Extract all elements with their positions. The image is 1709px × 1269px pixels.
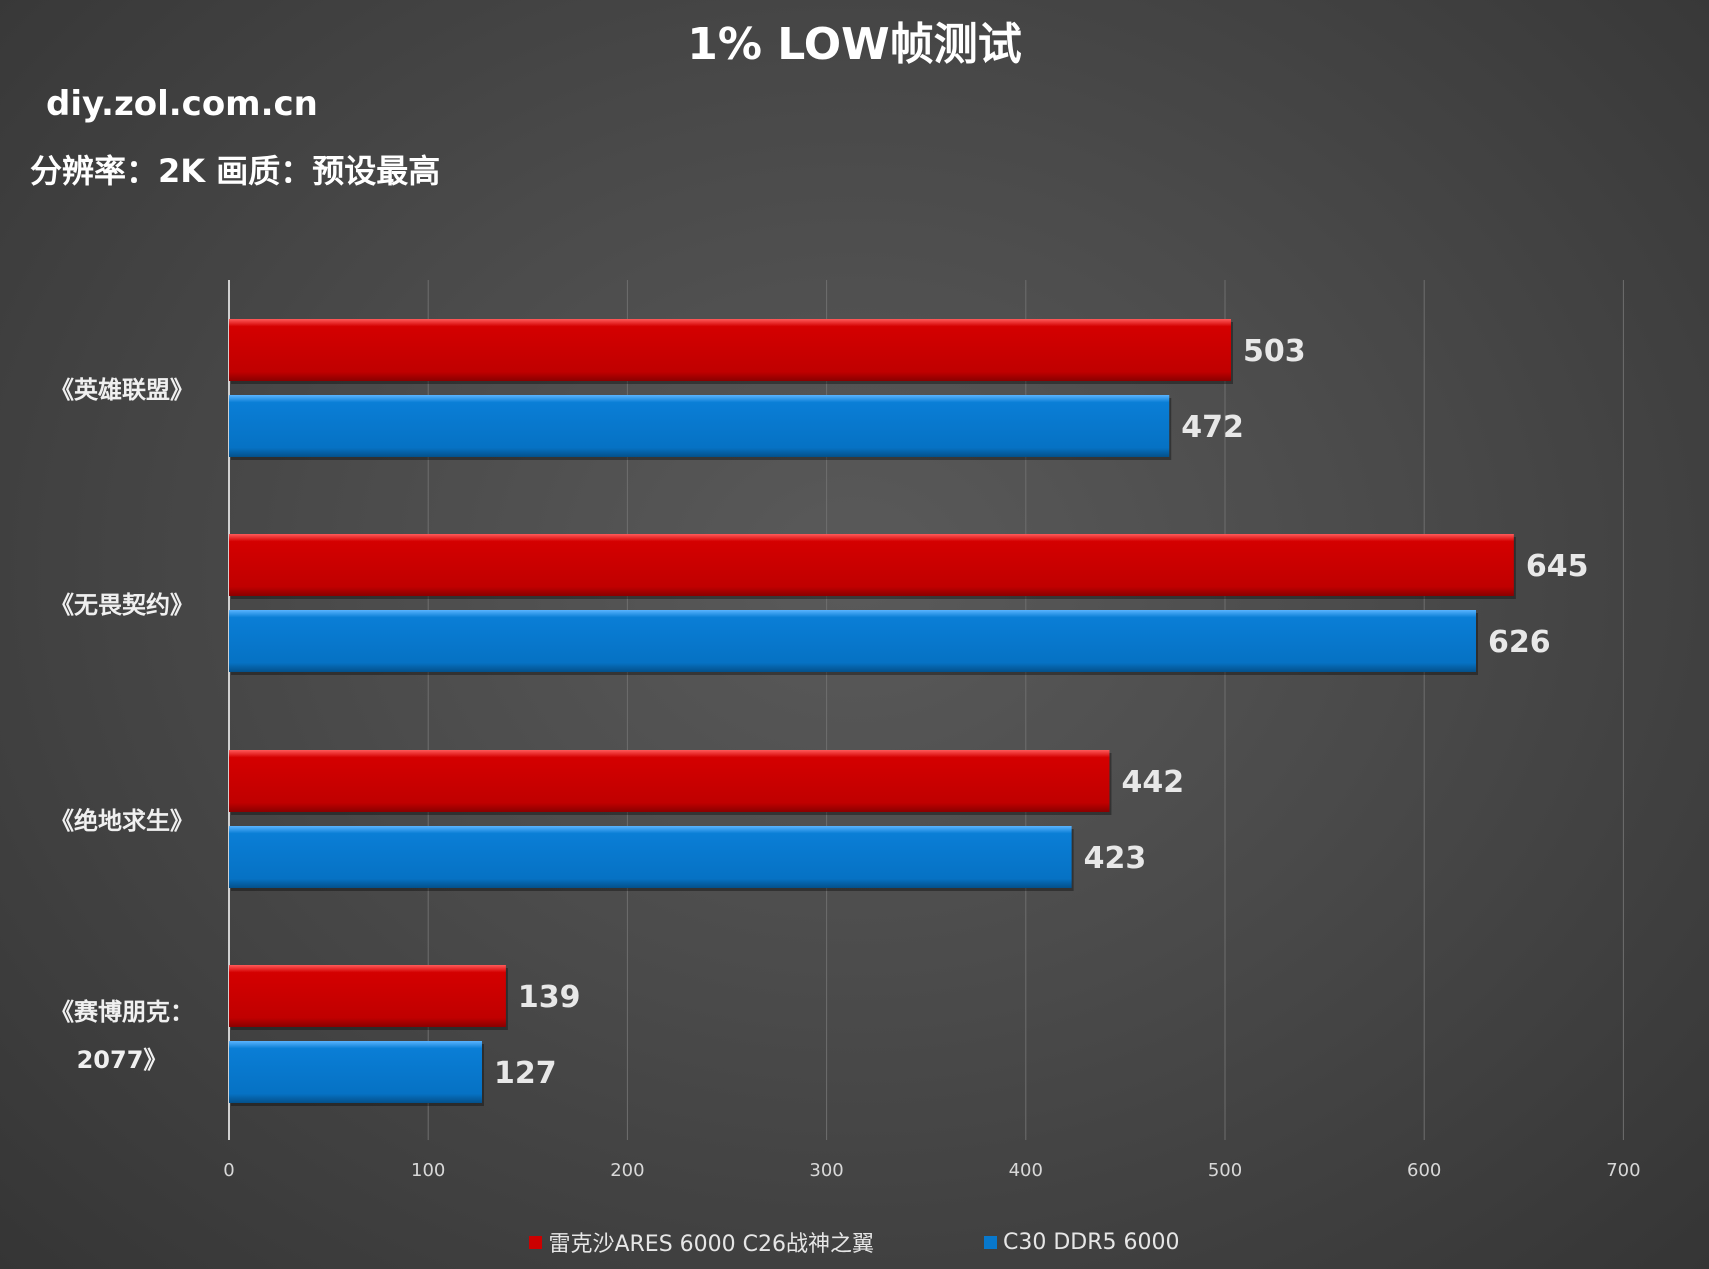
data-label-blue-0: 472 bbox=[1181, 410, 1244, 445]
bar-red-3 bbox=[229, 965, 506, 1027]
legend-label-series-2: C30 DDR5 6000 bbox=[1003, 1229, 1180, 1255]
category-label-3-line-1: 2077》 bbox=[77, 1046, 168, 1074]
x-tick-label-200: 200 bbox=[610, 1160, 644, 1181]
bar-blue-1 bbox=[229, 610, 1476, 672]
legend-swatch-red bbox=[529, 1235, 543, 1249]
legend: 雷克沙ARES 6000 C26战神之翼 C30 DDR5 6000 bbox=[0, 1226, 1709, 1258]
bar-blue-2 bbox=[229, 826, 1072, 888]
legend-item-series-2: C30 DDR5 6000 bbox=[984, 1226, 1180, 1258]
site-watermark: diy.zol.com.cn bbox=[46, 84, 318, 124]
x-tick-label-400: 400 bbox=[1009, 1160, 1043, 1181]
x-tick-label-700: 700 bbox=[1606, 1160, 1640, 1181]
bar-red-2 bbox=[229, 750, 1110, 812]
chart-title: 1% LOW帧测试 bbox=[687, 19, 1022, 70]
data-label-red-0: 503 bbox=[1243, 334, 1306, 369]
category-label-0: 《英雄联盟》 bbox=[50, 376, 194, 404]
x-tick-label-300: 300 bbox=[809, 1160, 843, 1181]
category-label-1: 《无畏契约》 bbox=[50, 591, 194, 619]
settings-subtitle: 分辨率：2K 画质：预设最高 bbox=[30, 152, 441, 190]
x-tick-label-600: 600 bbox=[1407, 1160, 1441, 1181]
data-label-blue-1: 626 bbox=[1488, 625, 1551, 660]
bars bbox=[229, 319, 1516, 1106]
labels: 0 100 200 300 400 500 600 700 503 472 《英雄联盟》 645 626… bbox=[50, 334, 1641, 1181]
legend-item-series-1: 雷克沙ARES 6000 C26战神之翼 bbox=[529, 1226, 874, 1258]
category-label-3-line-0: 《赛博朋克： bbox=[50, 998, 194, 1026]
bar-red-0 bbox=[229, 319, 1231, 381]
x-tick-label-0: 0 bbox=[223, 1160, 234, 1181]
x-tick-label-100: 100 bbox=[411, 1160, 445, 1181]
legend-label-series-1: 雷克沙ARES 6000 C26战神之翼 bbox=[548, 1232, 875, 1257]
bar-blue-0 bbox=[229, 395, 1170, 457]
x-tick-label-500: 500 bbox=[1208, 1160, 1242, 1181]
data-label-blue-3: 127 bbox=[494, 1056, 557, 1091]
bar-blue-3 bbox=[229, 1041, 482, 1103]
data-label-red-2: 442 bbox=[1121, 765, 1184, 800]
data-label-blue-2: 423 bbox=[1084, 841, 1147, 876]
bar-red-1 bbox=[229, 534, 1514, 596]
data-label-red-3: 139 bbox=[518, 980, 581, 1015]
data-label-red-1: 645 bbox=[1526, 549, 1589, 584]
category-label-2: 《绝地求生》 bbox=[50, 807, 194, 835]
legend-swatch-blue bbox=[984, 1235, 998, 1249]
